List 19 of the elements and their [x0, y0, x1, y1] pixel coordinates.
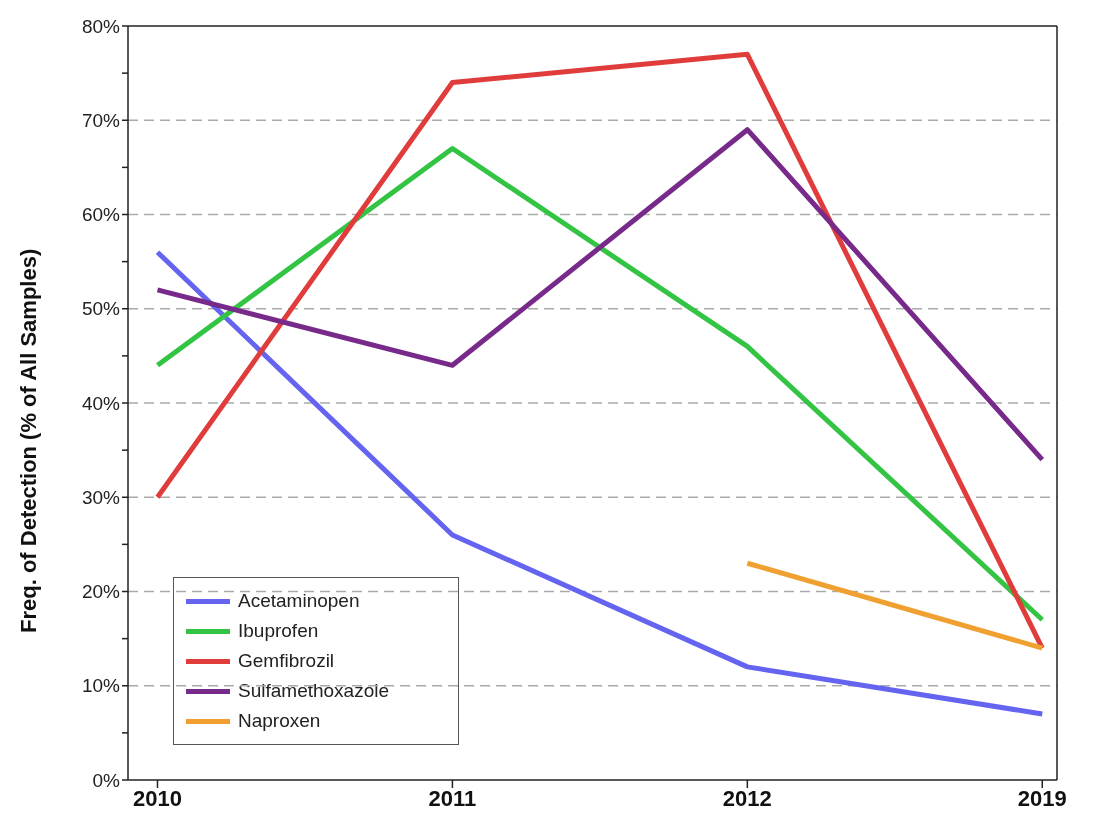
y-tick-label: 50%	[81, 298, 121, 320]
x-tick-label: 2010	[133, 785, 182, 811]
legend-label: Acetaminopen	[238, 590, 360, 612]
y-tick-label: 30%	[81, 486, 121, 508]
legend-label: Sulfamethoxazole	[238, 680, 390, 702]
y-tick-label: 20%	[81, 581, 121, 603]
y-tick-label: 80%	[81, 15, 121, 37]
x-tick-label: 2019	[1017, 785, 1067, 811]
y-tick-label: 0%	[92, 769, 121, 791]
x-tick-label: 2012	[722, 785, 772, 811]
y-tick-label: 40%	[81, 392, 121, 414]
y-tick-label: 10%	[81, 675, 121, 697]
y-tick-label: 70%	[81, 110, 121, 131]
y-axis-title: Freq. of Detection (% of All Samples)	[15, 248, 41, 633]
legend-label: Naproxen	[238, 710, 321, 732]
x-tick-label: 2011	[428, 785, 477, 811]
legend-label: Ibuprofen	[238, 620, 319, 642]
legend-label: Gemfibrozil	[238, 650, 335, 672]
y-tick-label: 60%	[81, 204, 121, 226]
